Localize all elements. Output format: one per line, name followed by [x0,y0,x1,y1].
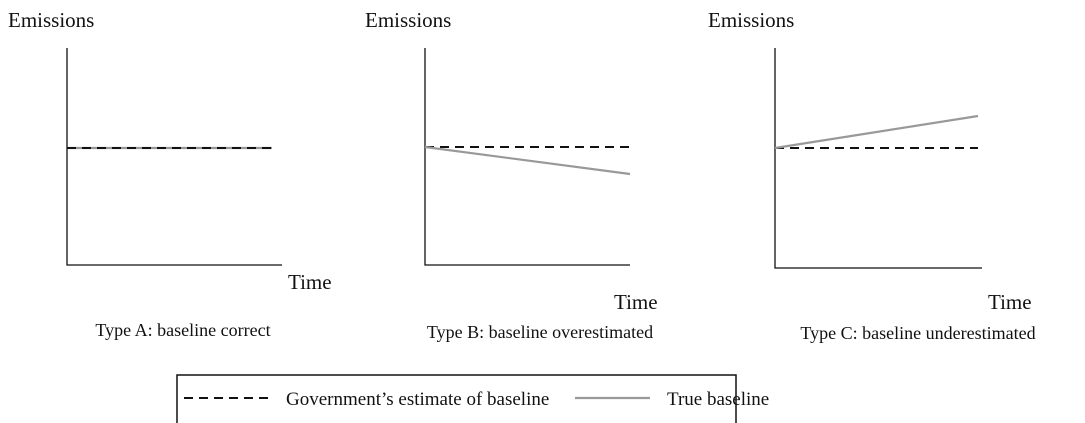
caption: Type C: baseline underestimated [800,323,1035,343]
true-baseline [774,114,979,150]
axes [66,48,282,266]
panel-c: Emissions Time Type C: baseline underest… [708,8,1036,343]
axes [424,48,630,266]
y-axis-label: Emissions [8,8,94,32]
legend-label: Government’s estimate of baseline [286,389,549,410]
legend-label: True baseline [667,389,769,410]
legend-box [176,374,737,423]
x-axis-label: Time [614,290,658,314]
panel-a: Emissions Time Type A: baseline correct [8,8,332,340]
legend: Government’s estimate of baseline True b… [176,374,769,423]
true-baseline [424,145,631,176]
caption: Type A: baseline correct [95,320,270,340]
axes [774,48,982,269]
y-axis-label: Emissions [708,8,794,32]
panel-b: Emissions Time Type B: baseline overesti… [365,8,658,342]
x-axis-label: Time [988,290,1032,314]
x-axis-label: Time [288,270,332,294]
y-axis-label: Emissions [365,8,451,32]
caption: Type B: baseline overestimated [427,322,653,342]
